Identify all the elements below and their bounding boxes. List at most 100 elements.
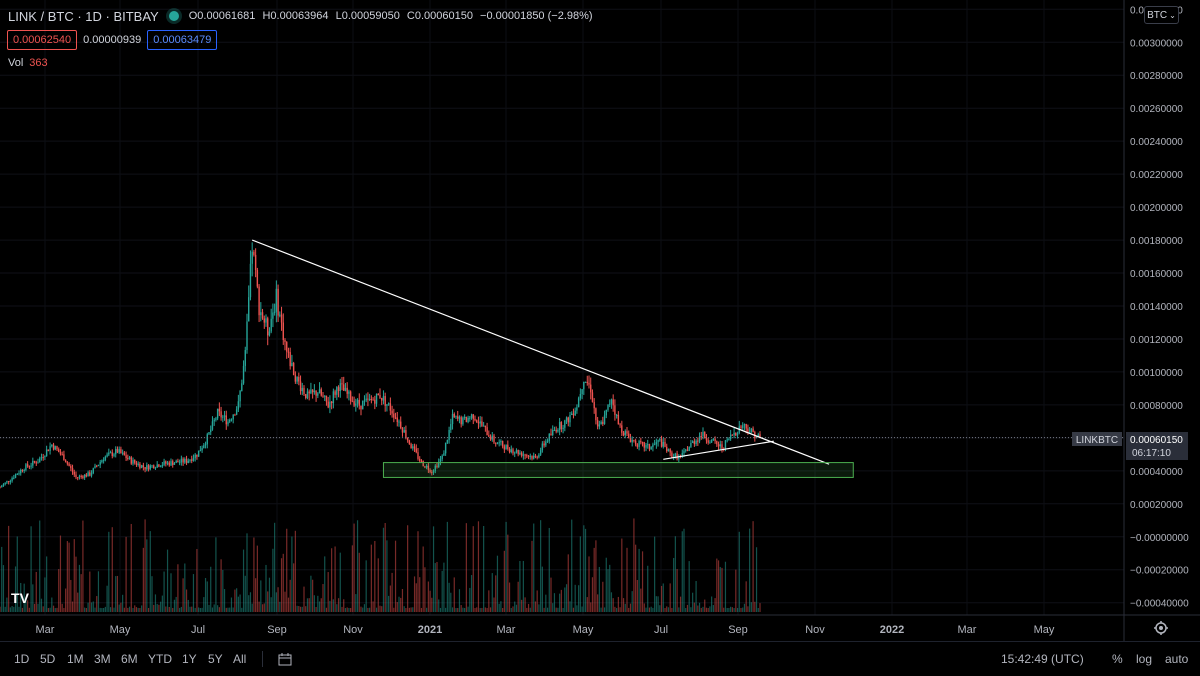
volume-bar <box>251 603 253 612</box>
volume-legend[interactable]: Vol 363 <box>8 57 48 69</box>
candle <box>177 458 179 463</box>
volume-bar <box>517 581 519 612</box>
candle <box>470 413 473 420</box>
candle <box>194 452 196 462</box>
volume-bar <box>704 599 706 612</box>
clock-utc[interactable]: 15:42:49 (UTC) <box>1001 652 1084 666</box>
candle <box>42 453 44 461</box>
candle <box>33 460 36 464</box>
volume-bar <box>686 604 689 612</box>
range-all-button[interactable]: All <box>233 652 247 666</box>
volume-bar <box>500 601 502 612</box>
percent-scale-toggle[interactable]: % <box>1112 652 1123 666</box>
volume-bar <box>572 607 575 612</box>
volume-bar <box>132 607 134 612</box>
candle <box>54 445 56 451</box>
candle <box>241 379 243 392</box>
range-ytd-button[interactable]: YTD <box>148 652 172 666</box>
volume-bar <box>731 607 733 612</box>
volume-bar <box>702 606 704 612</box>
y-tick-label: −0.00000000 <box>1130 533 1189 544</box>
range-5y-button[interactable]: 5Y <box>208 652 223 666</box>
candle <box>581 389 583 400</box>
buy-button[interactable]: 0.00063479 <box>147 30 218 50</box>
candle <box>339 378 341 398</box>
volume-bar <box>336 604 338 612</box>
volume-bar <box>187 599 189 612</box>
range-3m-button[interactable]: 3M <box>94 652 111 666</box>
auto-scale-toggle[interactable]: auto <box>1165 652 1189 666</box>
candle <box>678 454 680 463</box>
candle <box>728 437 730 441</box>
volume-bar <box>545 594 547 612</box>
volume-bar <box>391 572 393 612</box>
volume-bar <box>123 607 125 612</box>
support-zone-rectangle[interactable] <box>382 462 854 478</box>
candle <box>560 421 563 433</box>
candle <box>21 469 24 473</box>
volume-bar <box>427 581 429 612</box>
candle <box>146 462 148 472</box>
candle <box>284 338 286 351</box>
candle <box>436 463 438 469</box>
volume-bar <box>33 603 36 612</box>
volume-bar <box>158 604 160 612</box>
volume-value: 363 <box>29 57 48 69</box>
ascending-trendline[interactable] <box>663 440 774 460</box>
volume-bar <box>457 607 459 612</box>
volume-bar <box>619 607 621 612</box>
y-tick-label: 0.00020000 <box>1130 500 1183 511</box>
range-1d-button[interactable]: 1D <box>14 652 30 666</box>
volume-bar <box>616 607 618 612</box>
date-range-calendar-icon[interactable] <box>278 652 292 669</box>
tradingview-logo[interactable]: TV <box>11 590 29 606</box>
volume-bar <box>432 526 435 612</box>
log-scale-toggle[interactable]: log <box>1136 652 1153 666</box>
candle <box>603 410 606 425</box>
candle <box>524 453 526 460</box>
candle <box>330 401 333 410</box>
candle <box>641 441 644 447</box>
descending-trendline[interactable] <box>251 239 830 465</box>
candle <box>690 439 692 448</box>
range-1y-button[interactable]: 1Y <box>182 652 197 666</box>
volume-bar <box>52 605 55 612</box>
volume-bar <box>85 607 87 612</box>
candle <box>201 445 203 453</box>
volume-bar <box>600 607 602 612</box>
candle <box>707 438 709 445</box>
price-axis[interactable]: 0.003200000.003000000.002800000.00260000… <box>1130 5 1189 609</box>
candle <box>206 432 208 449</box>
volume-bar <box>172 607 174 612</box>
volume-bar <box>488 590 490 612</box>
volume-bar <box>122 594 124 612</box>
gear-icon[interactable] <box>1154 621 1168 635</box>
candle <box>263 315 265 329</box>
range-1m-button[interactable]: 1M <box>67 652 84 666</box>
volume-bar <box>742 607 744 612</box>
currency-selector[interactable]: BTC ⌄ <box>1144 6 1179 24</box>
symbol-title[interactable]: LINK / BTC · 1D · BITBAY <box>8 8 159 24</box>
drawings[interactable] <box>251 239 854 478</box>
candle <box>517 449 519 457</box>
candle <box>669 448 671 457</box>
candle <box>514 451 516 458</box>
time-axis[interactable]: Mar May Jul Sep Nov 2021 Mar May Jul Sep Nov 2022 Ma… <box>36 624 1055 636</box>
candle <box>455 415 457 420</box>
candle <box>652 442 654 452</box>
candle <box>237 394 240 412</box>
candle <box>496 442 499 445</box>
range-6m-button[interactable]: 6M <box>121 652 138 666</box>
volume-bar <box>341 606 343 612</box>
candle <box>58 447 60 453</box>
candle <box>432 469 435 475</box>
volume-bar <box>640 588 642 612</box>
candle <box>189 459 191 463</box>
volume-bar <box>68 542 70 612</box>
volume-bar <box>617 596 619 612</box>
sell-button[interactable]: 0.00062540 <box>7 30 78 50</box>
volume-bar <box>719 566 721 612</box>
volume-bar <box>526 607 528 612</box>
range-5d-button[interactable]: 5D <box>40 652 56 666</box>
